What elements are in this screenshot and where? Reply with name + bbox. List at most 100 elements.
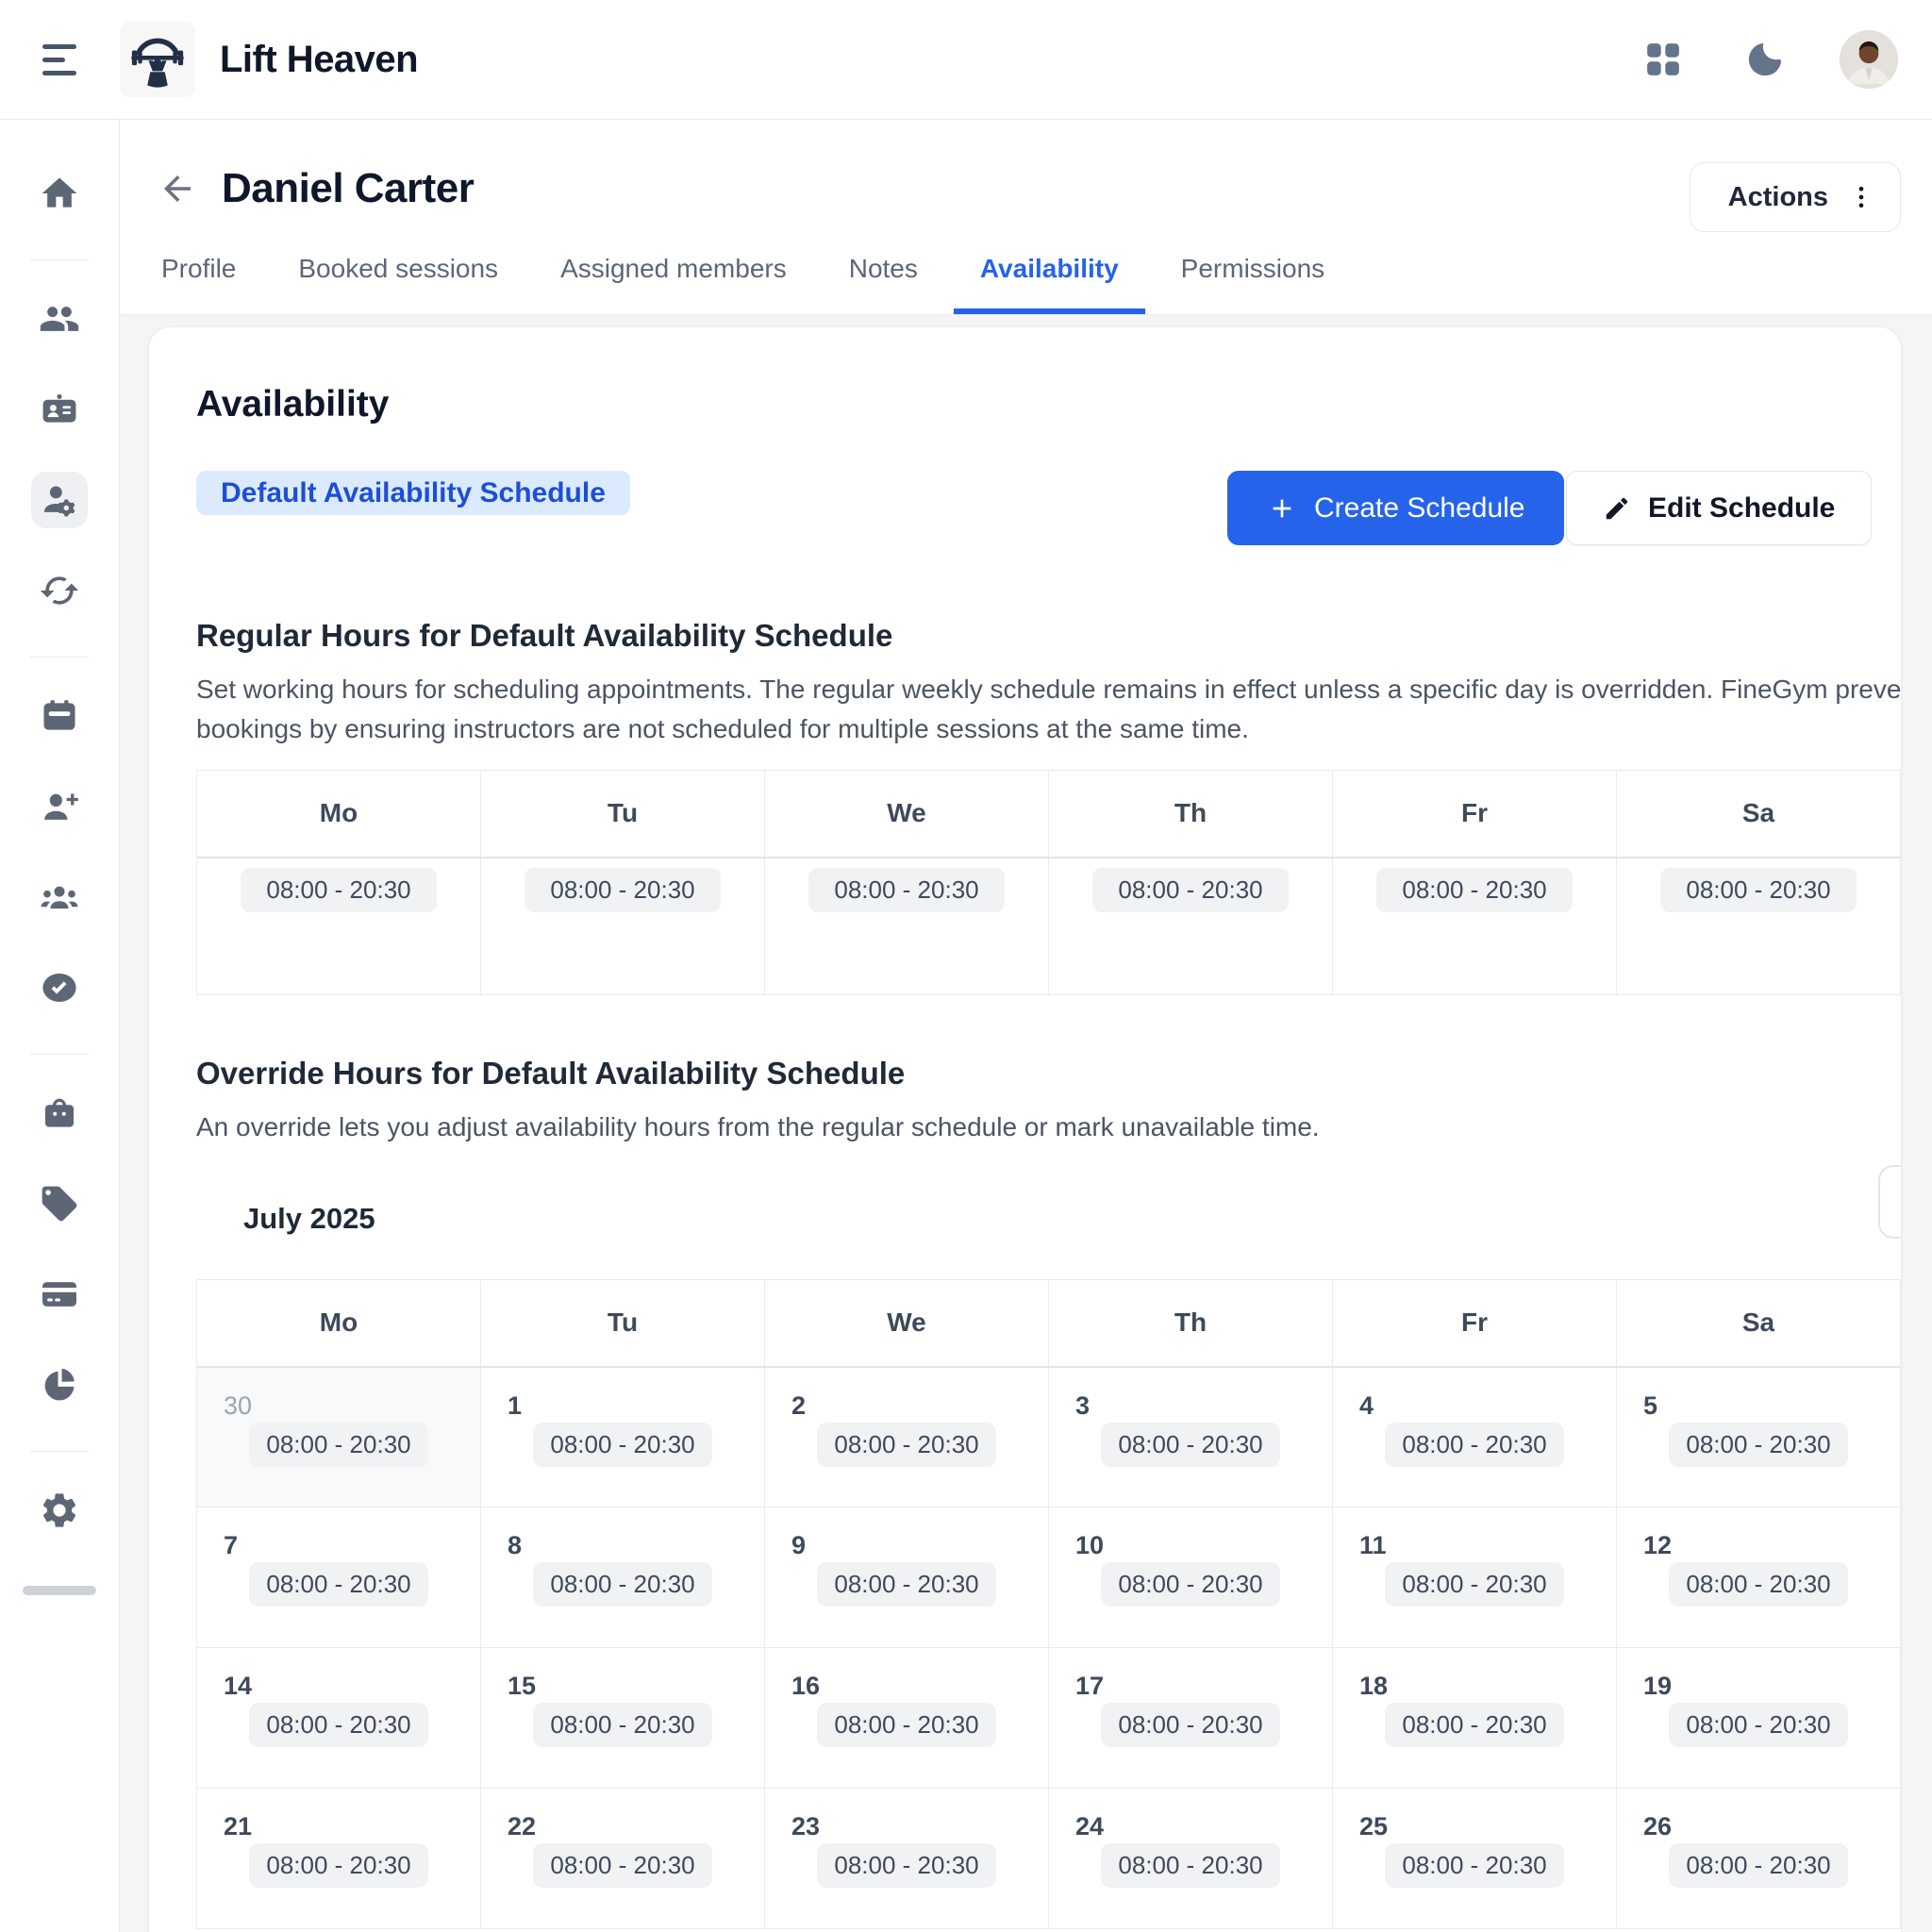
dark-mode-moon-icon[interactable]	[1743, 38, 1787, 81]
tab-availability[interactable]: Availability	[953, 254, 1145, 314]
calendar-cell-jul5[interactable]: 5 08:00 - 20:30	[1616, 1366, 1901, 1507]
override-hours-title: Override Hours for Default Availability …	[196, 1056, 906, 1091]
availability-pill[interactable]: 08:00 - 20:30	[1101, 1422, 1280, 1467]
settings-gear-icon	[42, 1493, 76, 1527]
availability-pill[interactable]: 08:00 - 20:30	[533, 1422, 712, 1467]
sidebar-item-groups[interactable]	[31, 869, 88, 925]
availability-pill[interactable]: 08:00 - 20:30	[1669, 1843, 1848, 1888]
calendar-cell-jul12[interactable]: 12 08:00 - 20:30	[1616, 1507, 1901, 1648]
availability-pill[interactable]: 08:00 - 20:30	[1385, 1703, 1564, 1747]
calendar-cell-jul7[interactable]: 7 08:00 - 20:30	[196, 1507, 481, 1648]
calendar-cell-jul21[interactable]: 21 08:00 - 20:30	[196, 1788, 481, 1929]
grid-apps-icon[interactable]	[1641, 38, 1685, 81]
regular-hours-cell-we: 08:00 - 20:30	[764, 857, 1049, 995]
sidebar-divider	[30, 1451, 89, 1452]
availability-pill[interactable]: 08:00 - 20:30	[249, 1422, 428, 1467]
availability-pill[interactable]: 08:00 - 20:30	[1101, 1703, 1280, 1747]
sidebar-item-calendar[interactable]	[31, 688, 88, 744]
calendar-cell-jul10[interactable]: 10 08:00 - 20:30	[1048, 1507, 1333, 1648]
sidebar-item-trainer-settings[interactable]	[31, 472, 88, 528]
regular-hours-cell-fr: 08:00 - 20:30	[1332, 857, 1617, 995]
create-schedule-button[interactable]: Create Schedule	[1227, 471, 1565, 545]
tab-permissions[interactable]: Permissions	[1180, 254, 1325, 283]
calendar-cell-jul23[interactable]: 23 08:00 - 20:30	[764, 1788, 1049, 1929]
calendar-cell-jul18[interactable]: 18 08:00 - 20:30	[1332, 1647, 1617, 1789]
sidebar-item-sync[interactable]	[31, 562, 88, 619]
calendar-header-row: Mo Tu We Th Fr Sa	[196, 1279, 1901, 1368]
tab-bar: Profile Booked sessions Assigned members…	[135, 254, 1932, 314]
availability-pill[interactable]: 08:00 - 20:30	[817, 1843, 996, 1888]
calendar-cell-jul9[interactable]: 9 08:00 - 20:30	[764, 1507, 1049, 1648]
availability-pill[interactable]: 08:00 - 20:30	[1101, 1843, 1280, 1888]
calendar-cell-jul15[interactable]: 15 08:00 - 20:30	[480, 1647, 765, 1789]
availability-pill[interactable]: 08:00 - 20:30	[533, 1703, 712, 1747]
calendar-cell-clipped	[1900, 1647, 1901, 1789]
user-add-icon	[44, 793, 78, 820]
availability-pill[interactable]: 08:00 - 20:30	[817, 1703, 996, 1747]
calendar-cell-jul3[interactable]: 3 08:00 - 20:30	[1048, 1366, 1333, 1507]
calendar-cell-jul26[interactable]: 26 08:00 - 20:30	[1616, 1788, 1901, 1929]
availability-pill[interactable]: 08:00 - 20:30	[1385, 1422, 1564, 1467]
day-header-th: Th	[1048, 770, 1333, 858]
calendar-cell-jul14[interactable]: 14 08:00 - 20:30	[196, 1647, 481, 1789]
availability-pill[interactable]: 08:00 - 20:30	[533, 1843, 712, 1888]
calendar-cell-jul22[interactable]: 22 08:00 - 20:30	[480, 1788, 765, 1929]
sidebar-item-checkins[interactable]	[31, 959, 88, 1016]
calendar-cell-jul19[interactable]: 19 08:00 - 20:30	[1616, 1647, 1901, 1789]
sidebar-item-shop[interactable]	[31, 1085, 88, 1141]
availability-pill[interactable]: 08:00 - 20:30	[249, 1843, 428, 1888]
back-button[interactable]	[158, 169, 197, 208]
tab-notes[interactable]: Notes	[848, 254, 918, 283]
actions-button[interactable]: Actions	[1689, 162, 1901, 232]
app-logo	[120, 22, 195, 97]
regular-hours-description-line1: Set working hours for scheduling appoint…	[196, 675, 1902, 704]
month-label: July 2025	[243, 1202, 375, 1235]
calendar-cell-jul16[interactable]: 16 08:00 - 20:30	[764, 1647, 1049, 1789]
availability-pill[interactable]: 08:00 - 20:30	[1669, 1422, 1848, 1467]
availability-pill[interactable]: 08:00 - 20:30	[1385, 1562, 1564, 1607]
availability-pill[interactable]: 08:00 - 20:30	[817, 1562, 996, 1607]
calendar-date: 8	[508, 1531, 523, 1559]
availability-pill[interactable]: 08:00 - 20:30	[1669, 1562, 1848, 1607]
calendar-cell-jul24[interactable]: 24 08:00 - 20:30	[1048, 1788, 1333, 1929]
availability-pill[interactable]: 08:00 - 20:30	[817, 1422, 996, 1467]
calendar-cell-jul1[interactable]: 1 08:00 - 20:30	[480, 1366, 765, 1507]
calendar-cell-jul17[interactable]: 17 08:00 - 20:30	[1048, 1647, 1333, 1789]
availability-pill[interactable]: 08:00 - 20:30	[1101, 1562, 1280, 1607]
calendar-date: 5	[1643, 1391, 1658, 1420]
check-circle-icon	[42, 973, 76, 1003]
calendar-cell-jul25[interactable]: 25 08:00 - 20:30	[1332, 1788, 1617, 1929]
sidebar-item-home[interactable]	[31, 165, 88, 222]
pie-chart-icon	[44, 1368, 75, 1401]
availability-pill[interactable]: 08:00 - 20:30	[1385, 1843, 1564, 1888]
tab-booked-sessions[interactable]: Booked sessions	[298, 254, 499, 283]
availability-pill[interactable]: 08:00 - 20:30	[1669, 1703, 1848, 1747]
sidebar-item-staff[interactable]	[31, 381, 88, 438]
calendar-cell-jul8[interactable]: 8 08:00 - 20:30	[480, 1507, 765, 1648]
shopping-bag-icon	[44, 1098, 75, 1127]
edit-schedule-button[interactable]: Edit Schedule	[1566, 471, 1873, 545]
sidebar-divider	[30, 259, 89, 260]
schedule-toolbar: Default Availability Schedule Create Sch…	[196, 471, 1901, 546]
sidebar-item-billing[interactable]	[31, 1266, 88, 1323]
sidebar-item-members[interactable]	[31, 291, 88, 347]
tab-profile[interactable]: Profile	[161, 254, 237, 283]
user-avatar[interactable]	[1840, 30, 1898, 89]
sidebar-item-pricing[interactable]	[31, 1175, 88, 1232]
day-header-fr: Fr	[1332, 770, 1617, 858]
calendar-cell-jul4[interactable]: 4 08:00 - 20:30	[1332, 1366, 1617, 1507]
sidebar-item-reports[interactable]	[31, 1357, 88, 1413]
availability-pill[interactable]: 08:00 - 20:30	[533, 1562, 712, 1607]
availability-pill[interactable]: 08:00 - 20:30	[249, 1562, 428, 1607]
menu-icon[interactable]	[42, 43, 78, 75]
tab-assigned-members[interactable]: Assigned members	[560, 254, 787, 283]
month-nav-button[interactable]	[1878, 1165, 1901, 1239]
availability-pill[interactable]: 08:00 - 20:30	[249, 1703, 428, 1747]
sidebar-item-add-user[interactable]	[31, 778, 88, 835]
calendar-cell-jun30[interactable]: 30 08:00 - 20:30	[196, 1366, 481, 1507]
calendar-cell-jul2[interactable]: 2 08:00 - 20:30	[764, 1366, 1049, 1507]
schedule-badge[interactable]: Default Availability Schedule	[196, 471, 630, 515]
calendar-cell-jul11[interactable]: 11 08:00 - 20:30	[1332, 1507, 1617, 1648]
sidebar-item-settings[interactable]	[31, 1482, 88, 1539]
sidebar-scrollbar-thumb[interactable]	[23, 1586, 96, 1595]
